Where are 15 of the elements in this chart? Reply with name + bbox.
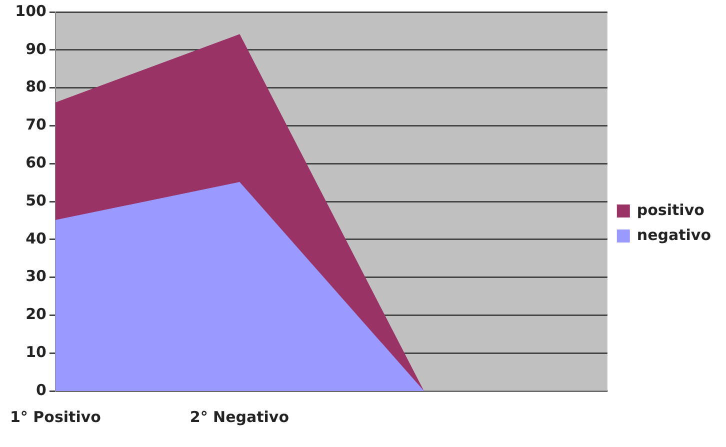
legend-label: negativo (636, 226, 712, 244)
y-tick-label: 30 (26, 267, 46, 286)
x-tick-label: 2° Negativo (190, 408, 290, 426)
legend-label: positivo (636, 200, 704, 219)
y-tick-label: 80 (26, 78, 46, 96)
y-tick-label: 60 (26, 153, 46, 172)
x-tick-label: 1° Positivo (10, 408, 101, 426)
y-tick-label: 70 (26, 116, 46, 134)
y-tick-label: 100 (15, 2, 46, 20)
y-tick-label: 50 (26, 191, 46, 210)
y-tick-label: 10 (26, 342, 46, 361)
y-tick-label: 90 (26, 40, 46, 58)
y-tick-label: 20 (26, 305, 46, 324)
y-tick-label: 0 (36, 380, 46, 399)
y-tick-label: 40 (26, 229, 46, 248)
